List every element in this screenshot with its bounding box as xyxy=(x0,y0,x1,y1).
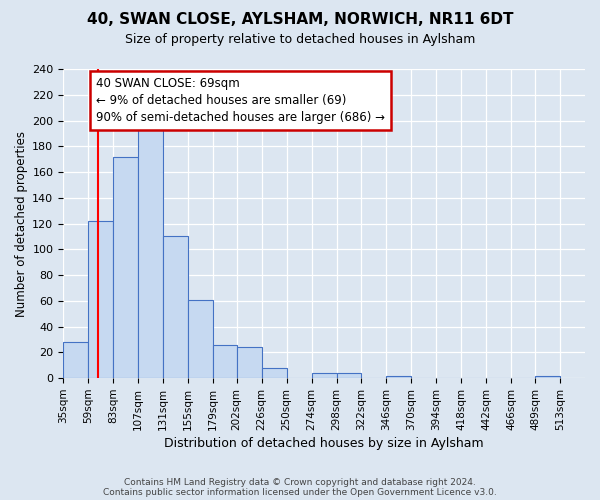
Bar xyxy=(213,344,237,378)
Bar xyxy=(138,123,163,378)
Bar xyxy=(337,373,361,378)
Bar xyxy=(163,236,188,378)
Bar xyxy=(188,300,213,378)
Bar xyxy=(311,373,337,378)
Text: 40, SWAN CLOSE, AYLSHAM, NORWICH, NR11 6DT: 40, SWAN CLOSE, AYLSHAM, NORWICH, NR11 6… xyxy=(87,12,513,28)
Bar xyxy=(88,221,113,378)
Bar xyxy=(113,156,138,378)
Bar xyxy=(63,342,88,378)
Text: 40 SWAN CLOSE: 69sqm
← 9% of detached houses are smaller (69)
90% of semi-detach: 40 SWAN CLOSE: 69sqm ← 9% of detached ho… xyxy=(96,76,385,124)
Bar xyxy=(535,376,560,378)
Bar xyxy=(386,376,412,378)
Text: Contains public sector information licensed under the Open Government Licence v3: Contains public sector information licen… xyxy=(103,488,497,497)
Y-axis label: Number of detached properties: Number of detached properties xyxy=(15,130,28,316)
Bar xyxy=(262,368,287,378)
Text: Contains HM Land Registry data © Crown copyright and database right 2024.: Contains HM Land Registry data © Crown c… xyxy=(124,478,476,487)
X-axis label: Distribution of detached houses by size in Aylsham: Distribution of detached houses by size … xyxy=(164,437,484,450)
Text: Size of property relative to detached houses in Aylsham: Size of property relative to detached ho… xyxy=(125,32,475,46)
Bar xyxy=(237,348,262,378)
